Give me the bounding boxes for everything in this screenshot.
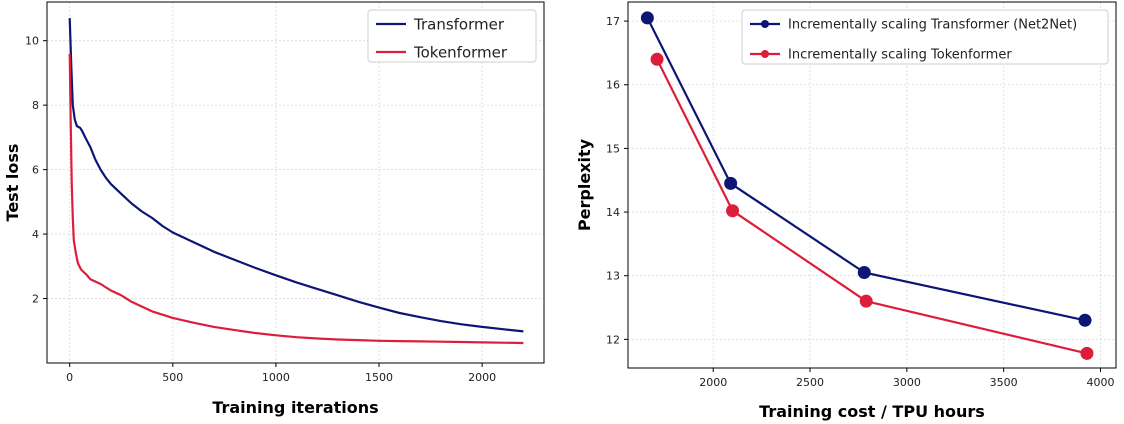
x-tick-label: 0 — [66, 371, 73, 384]
legend-marker-0 — [761, 20, 769, 28]
data-point — [726, 204, 740, 218]
x-tick-label: 500 — [162, 371, 183, 384]
y-tick-label: 14 — [606, 206, 620, 219]
y-tick-label: 13 — [606, 270, 620, 283]
y-tick-label: 8 — [32, 99, 39, 112]
legend-box — [367, 9, 537, 63]
x-tick-label: 2000 — [699, 376, 727, 389]
y-tick-label: 2 — [32, 293, 39, 306]
x-axis-label: Training cost / TPU hours — [759, 402, 985, 421]
data-point — [1078, 313, 1092, 327]
data-point — [857, 266, 871, 280]
data-point — [859, 294, 873, 308]
x-axis-label: Training iterations — [212, 398, 378, 417]
series-line-0 — [646, 17, 1086, 322]
y-tick-label: 6 — [32, 164, 39, 177]
plot-frame — [46, 1, 545, 364]
y-tick-label: 17 — [606, 15, 620, 28]
data-point — [1080, 346, 1094, 360]
x-tick-label: 3500 — [990, 376, 1018, 389]
y-tick-label: 12 — [606, 333, 620, 346]
legend-box — [741, 9, 1109, 65]
x-tick-label: 2500 — [796, 376, 824, 389]
series-line-1 — [656, 58, 1088, 355]
x-tick-label: 3000 — [893, 376, 921, 389]
legend-label-0: Incrementally scaling Transformer (Net2N… — [788, 18, 1077, 33]
series-line-1 — [68, 53, 524, 345]
x-tick-label: 1000 — [262, 371, 290, 384]
series-line-0 — [68, 18, 524, 333]
y-tick-label: 15 — [606, 142, 620, 155]
y-axis-label: Test loss — [3, 144, 22, 222]
y-tick-label: 16 — [606, 79, 620, 92]
legend-label-1: Tokenformer — [413, 43, 508, 61]
data-point — [650, 52, 664, 66]
perplexity-chart: 2000 2500 3000 3500 4000 12 13 14 15 16 17 Training… — [575, 1, 1117, 421]
x-tick-label: 4000 — [1087, 376, 1115, 389]
legend-marker-1 — [761, 50, 769, 58]
legend-label-1: Incrementally scaling Tokenformer — [788, 48, 1012, 63]
data-point — [724, 176, 738, 190]
x-tick-label: 1500 — [365, 371, 393, 384]
y-tick-label: 10 — [25, 35, 39, 48]
legend-label-0: Transformer — [413, 15, 505, 33]
x-tick-label: 2000 — [468, 371, 496, 384]
plot-frame — [627, 1, 1117, 369]
y-tick-label: 4 — [32, 228, 39, 241]
y-axis-label: Perplexity — [575, 138, 594, 231]
data-point — [640, 11, 654, 25]
loss-chart: 0 500 1000 1500 2000 2 4 6 8 10 Training iteration… — [3, 1, 545, 417]
